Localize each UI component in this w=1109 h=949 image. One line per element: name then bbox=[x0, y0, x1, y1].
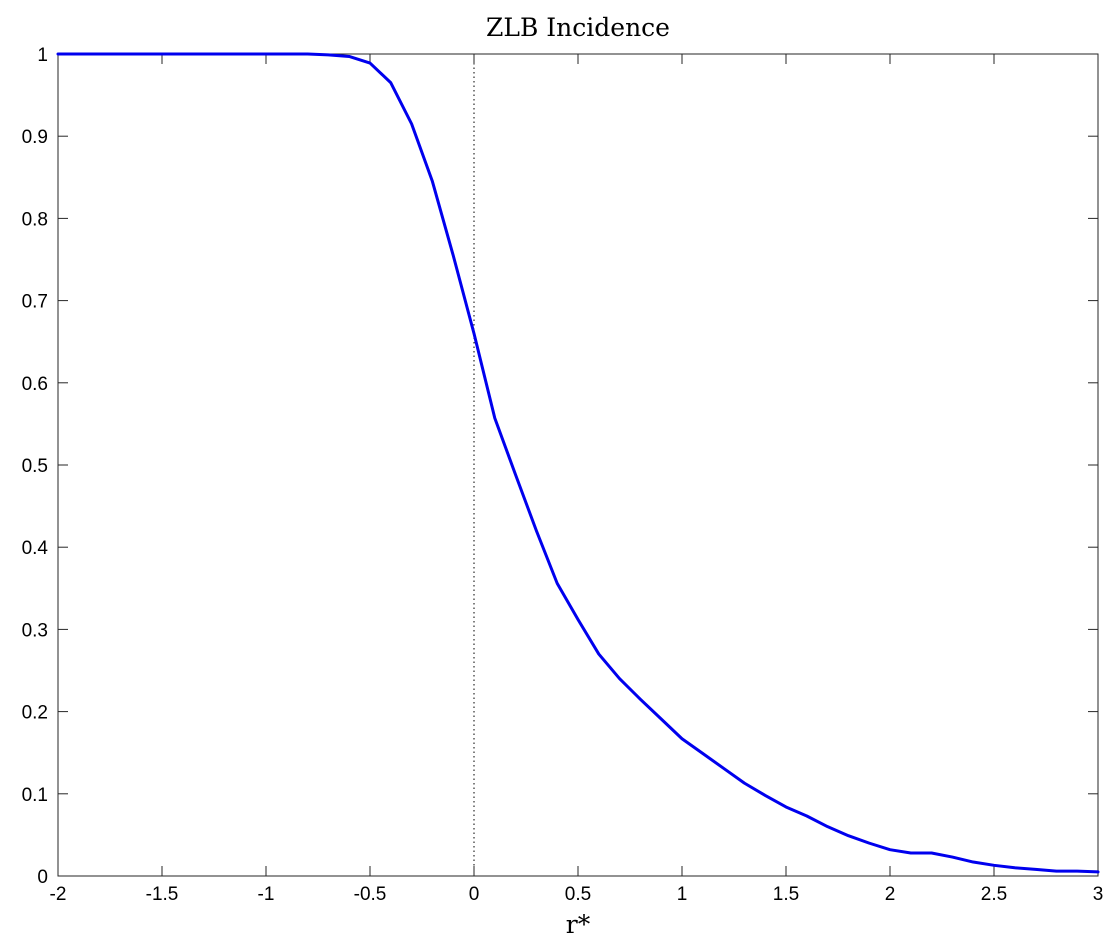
y-tick-label: 0.3 bbox=[22, 620, 48, 641]
chart-title: ZLB Incidence bbox=[486, 13, 670, 42]
y-tick-label: 0.2 bbox=[22, 703, 48, 724]
y-tick-label: 0.9 bbox=[22, 127, 48, 148]
x-tick-label: 0 bbox=[469, 884, 480, 905]
x-tick-label: -2 bbox=[50, 884, 67, 905]
y-tick-label: 0 bbox=[37, 867, 48, 888]
y-tick-label: 0.8 bbox=[22, 209, 48, 230]
y-tick-label: 0.5 bbox=[22, 456, 48, 477]
ticks-layer bbox=[57, 53, 1099, 877]
x-tick-label: 3 bbox=[1093, 884, 1104, 905]
x-axis-label: r* bbox=[566, 910, 591, 939]
y-tick-label: 0.1 bbox=[22, 785, 48, 806]
series-line bbox=[56, 52, 1100, 874]
x-tick-label: 1.5 bbox=[773, 884, 799, 905]
x-tick-labels: -2 -1.5 -1 -0.5 0 0.5 1 1.5 2 2.5 3 bbox=[50, 884, 1104, 905]
x-tick-label: 1 bbox=[677, 884, 688, 905]
y-tick-label: 0.4 bbox=[22, 538, 49, 559]
x-tick-label: 0.5 bbox=[565, 884, 591, 905]
x-tick-label: -1.5 bbox=[146, 884, 179, 905]
x-tick-label: 2.5 bbox=[981, 884, 1007, 905]
y-tick-labels: 0 0.1 0.2 0.3 0.4 0.5 0.6 0.7 0.8 0.9 1 bbox=[22, 45, 49, 888]
x-tick-label: -1 bbox=[258, 884, 275, 905]
x-tick-label: -0.5 bbox=[354, 884, 387, 905]
y-tick-label: 1 bbox=[37, 45, 48, 66]
y-tick-label: 0.6 bbox=[22, 374, 48, 395]
plot-area bbox=[57, 53, 1099, 877]
x-tick-label: 2 bbox=[885, 884, 896, 905]
y-tick-label: 0.7 bbox=[22, 292, 48, 313]
series-layer bbox=[56, 52, 1100, 874]
